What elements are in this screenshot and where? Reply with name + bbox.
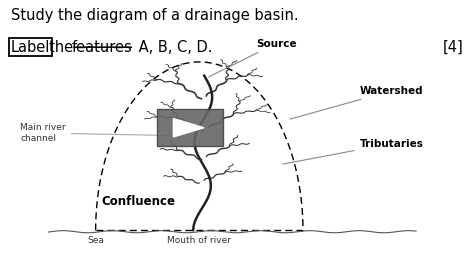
Text: Source: Source bbox=[209, 39, 296, 77]
Text: Sea: Sea bbox=[87, 236, 104, 246]
Text: Confluence: Confluence bbox=[101, 195, 175, 208]
Text: Tributaries: Tributaries bbox=[283, 139, 423, 164]
Text: Label: Label bbox=[11, 40, 50, 55]
Text: the: the bbox=[49, 40, 78, 55]
Text: Main river
channel: Main river channel bbox=[20, 123, 173, 143]
Text: Watershed: Watershed bbox=[290, 86, 423, 119]
Text: Mouth of river: Mouth of river bbox=[167, 236, 231, 246]
Text: [4]: [4] bbox=[442, 40, 463, 55]
FancyBboxPatch shape bbox=[157, 109, 223, 146]
Polygon shape bbox=[173, 119, 204, 137]
Text: Study the diagram of a drainage basin.: Study the diagram of a drainage basin. bbox=[11, 8, 299, 23]
Text: features: features bbox=[71, 40, 132, 55]
Text: A, B, C, D.: A, B, C, D. bbox=[134, 40, 213, 55]
